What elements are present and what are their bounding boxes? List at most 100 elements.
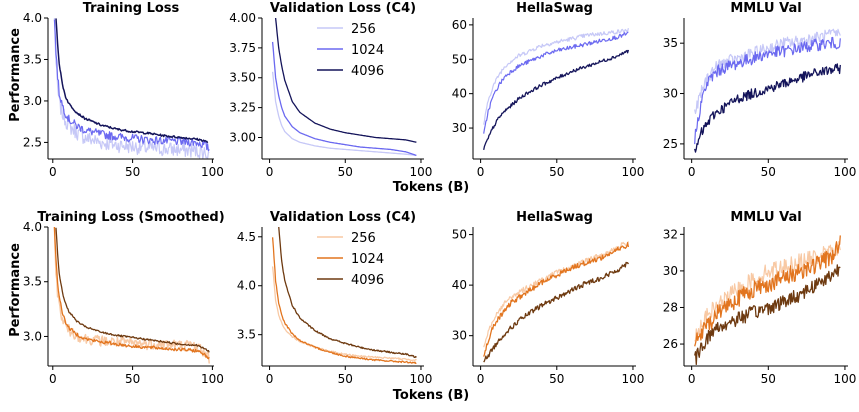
legend-label-1024: 1024	[351, 252, 384, 267]
chart-r2c4: 0 50 100 26 28 30 32 MMLU Val	[663, 210, 857, 386]
y-tick-label: 30	[663, 87, 678, 101]
y-tick-label: 3.75	[229, 41, 256, 55]
y-tick-label: 4.0	[237, 279, 256, 293]
chart-title: MMLU Val	[730, 1, 801, 16]
series-line-4096-r2c3	[483, 261, 629, 363]
chart-title: Validation Loss (C4)	[270, 1, 416, 16]
y-tick-label: 4.5	[237, 230, 256, 244]
y-tick-label: 3.5	[23, 52, 42, 66]
series-line-256-r2c1	[53, 227, 210, 364]
series-line-4096-r2c2	[278, 227, 417, 359]
x-tick-label: 0	[266, 165, 274, 179]
y-tick-label: 50	[452, 52, 467, 66]
chart-r2c2: 0 50 100 3.5 4.0 4.5 Validation Loss (C4) 256 10…	[237, 210, 433, 386]
chart-r1c2: 0 50 100 3.00 3.25 3.50 3.75 4.00 Validation Los…	[229, 1, 432, 179]
y-tick-label: 50	[452, 228, 467, 242]
series-line-1024-r2c2	[271, 237, 417, 365]
y-axis-label-top: Performance	[8, 28, 23, 122]
x-tick-label: 0	[477, 165, 485, 179]
x-tick-label: 0	[49, 165, 57, 179]
x-tick-label: 100	[201, 372, 224, 386]
legend-label-256: 256	[351, 22, 376, 37]
series-line-4096-r2c4	[694, 264, 841, 366]
x-tick-label: 50	[549, 165, 564, 179]
legend-label-4096: 4096	[351, 273, 384, 288]
y-tick-label: 30	[663, 264, 678, 278]
x-tick-label: 50	[761, 372, 776, 386]
series-line-256-r1c2	[271, 71, 417, 157]
series-line-1024-r1c3	[483, 31, 629, 134]
y-tick-label: 28	[663, 300, 678, 314]
series-line-4096-r2c1	[55, 227, 210, 353]
x-tick-label: 100	[622, 372, 645, 386]
x-tick-label: 0	[688, 165, 696, 179]
series-line-256-r2c3	[483, 241, 629, 348]
chart-title: HellaSwag	[516, 1, 593, 16]
series-line-1024-r1c1	[53, 19, 210, 152]
x-tick-label: 50	[338, 165, 353, 179]
series-line-1024-r2c1	[53, 227, 210, 360]
chart-title: Training Loss (Smoothed)	[37, 210, 224, 225]
series-line-1024-r1c4	[694, 36, 841, 145]
x-tick-label: 50	[549, 372, 564, 386]
series-line-256-r1c3	[483, 28, 629, 125]
y-tick-label: 4.00	[229, 11, 256, 25]
legend-label-4096: 4096	[351, 64, 384, 79]
x-tick-label: 100	[410, 372, 433, 386]
y-tick-label: 30	[452, 329, 467, 343]
x-axis-label-bottom: Tokens (B)	[393, 388, 470, 403]
y-tick-label: 26	[663, 337, 678, 351]
chart-r1c3: 0 50 100 30 40 50 60 HellaSwag	[452, 1, 645, 179]
y-tick-label: 3.5	[237, 328, 256, 342]
series-line-4096-r1c4	[694, 63, 841, 153]
x-tick-label: 50	[125, 372, 140, 386]
y-tick-label: 4.0	[23, 11, 42, 25]
chart-title: HellaSwag	[516, 210, 593, 225]
x-tick-label: 0	[266, 372, 274, 386]
series-line-4096-r1c2	[274, 18, 417, 143]
x-tick-label: 50	[125, 165, 140, 179]
chart-title: Validation Loss (C4)	[270, 210, 416, 225]
series-line-256-r2c4	[694, 241, 841, 342]
x-tick-label: 0	[688, 372, 696, 386]
chart-title: Training Loss	[83, 1, 180, 16]
y-axis-label-bottom: Performance	[8, 243, 23, 337]
y-tick-label: 3.5	[23, 275, 42, 289]
x-axis-label-top: Tokens (B)	[393, 180, 470, 195]
series-line-1024-r1c2	[271, 41, 417, 157]
series-line-256-r1c4	[694, 28, 841, 115]
y-tick-label: 3.0	[23, 94, 42, 108]
x-tick-label: 0	[49, 372, 57, 386]
chart-title: MMLU Val	[730, 210, 801, 225]
y-tick-label: 35	[663, 36, 678, 50]
y-tick-label: 25	[663, 137, 678, 151]
x-tick-label: 100	[833, 372, 856, 386]
x-tick-label: 50	[761, 165, 776, 179]
x-tick-label: 100	[201, 165, 224, 179]
series-line-4096-r1c1	[55, 18, 209, 144]
y-tick-label: 3.25	[229, 101, 256, 115]
legend-label-1024: 1024	[351, 43, 384, 58]
series-line-4096-r1c3	[483, 49, 630, 151]
y-tick-label: 3.00	[229, 130, 256, 144]
x-tick-label: 0	[477, 372, 485, 386]
x-tick-label: 100	[410, 165, 433, 179]
x-tick-label: 100	[833, 165, 856, 179]
x-tick-label: 50	[338, 372, 353, 386]
chart-r1c1: 0 50 100 2.5 3.0 3.5 4.0 Training Loss	[23, 1, 224, 179]
y-tick-label: 32	[663, 227, 678, 241]
y-tick-label: 3.50	[229, 71, 256, 85]
x-tick-label: 100	[622, 165, 645, 179]
y-tick-label: 60	[452, 18, 467, 32]
y-tick-label: 40	[452, 87, 467, 101]
y-tick-label: 3.0	[23, 329, 42, 343]
chart-r2c3: 0 50 100 30 40 50 HellaSwag	[452, 210, 645, 386]
y-tick-label: 40	[452, 278, 467, 292]
y-tick-label: 4.0	[23, 220, 42, 234]
y-tick-label: 30	[452, 121, 467, 135]
legend-label-256: 256	[351, 231, 376, 246]
series-line-1024-r2c4	[694, 235, 841, 347]
series-line-256-r2c2	[271, 266, 417, 362]
